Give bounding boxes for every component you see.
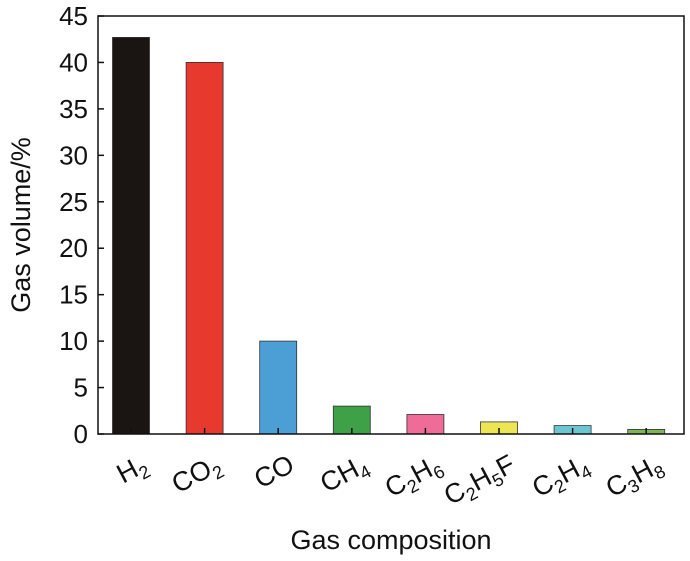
x-tick-label-0: H2 — [112, 449, 154, 493]
y-tick-label-2: 10 — [59, 326, 88, 356]
y-tick-label-6: 30 — [59, 140, 88, 170]
y-tick-label-4: 20 — [59, 233, 88, 263]
x-axis-label: Gas composition — [290, 525, 491, 555]
bar-0 — [112, 37, 150, 435]
y-tick-label-8: 40 — [59, 47, 88, 77]
y-tick-label-1: 5 — [74, 373, 88, 403]
x-tick-label-3: CH4 — [315, 449, 374, 502]
bar-2 — [259, 340, 298, 435]
y-tick-label-0: 0 — [74, 419, 88, 449]
plot-frame — [97, 15, 685, 435]
x-tick-label-2: CO — [249, 449, 299, 495]
x-tick-label-7: C3H8 — [601, 449, 669, 507]
x-tick-label-6: C2H4 — [527, 449, 595, 507]
bar-1 — [185, 62, 224, 435]
y-tick-label-3: 15 — [59, 280, 88, 310]
y-tick-label-5: 25 — [59, 187, 88, 217]
y-axis-label: Gas volume/% — [6, 137, 36, 313]
y-tick-label-7: 35 — [59, 94, 88, 124]
x-tick-label-5: C2H5F — [439, 449, 522, 514]
x-tick-label-1: CO2 — [167, 449, 228, 503]
y-axis: 0 5 10 15 20 25 30 35 40 45 — [59, 1, 104, 449]
bars-group — [112, 37, 666, 435]
y-tick-label-9: 45 — [59, 1, 88, 31]
x-tick-label-4: C2H6 — [380, 449, 448, 507]
